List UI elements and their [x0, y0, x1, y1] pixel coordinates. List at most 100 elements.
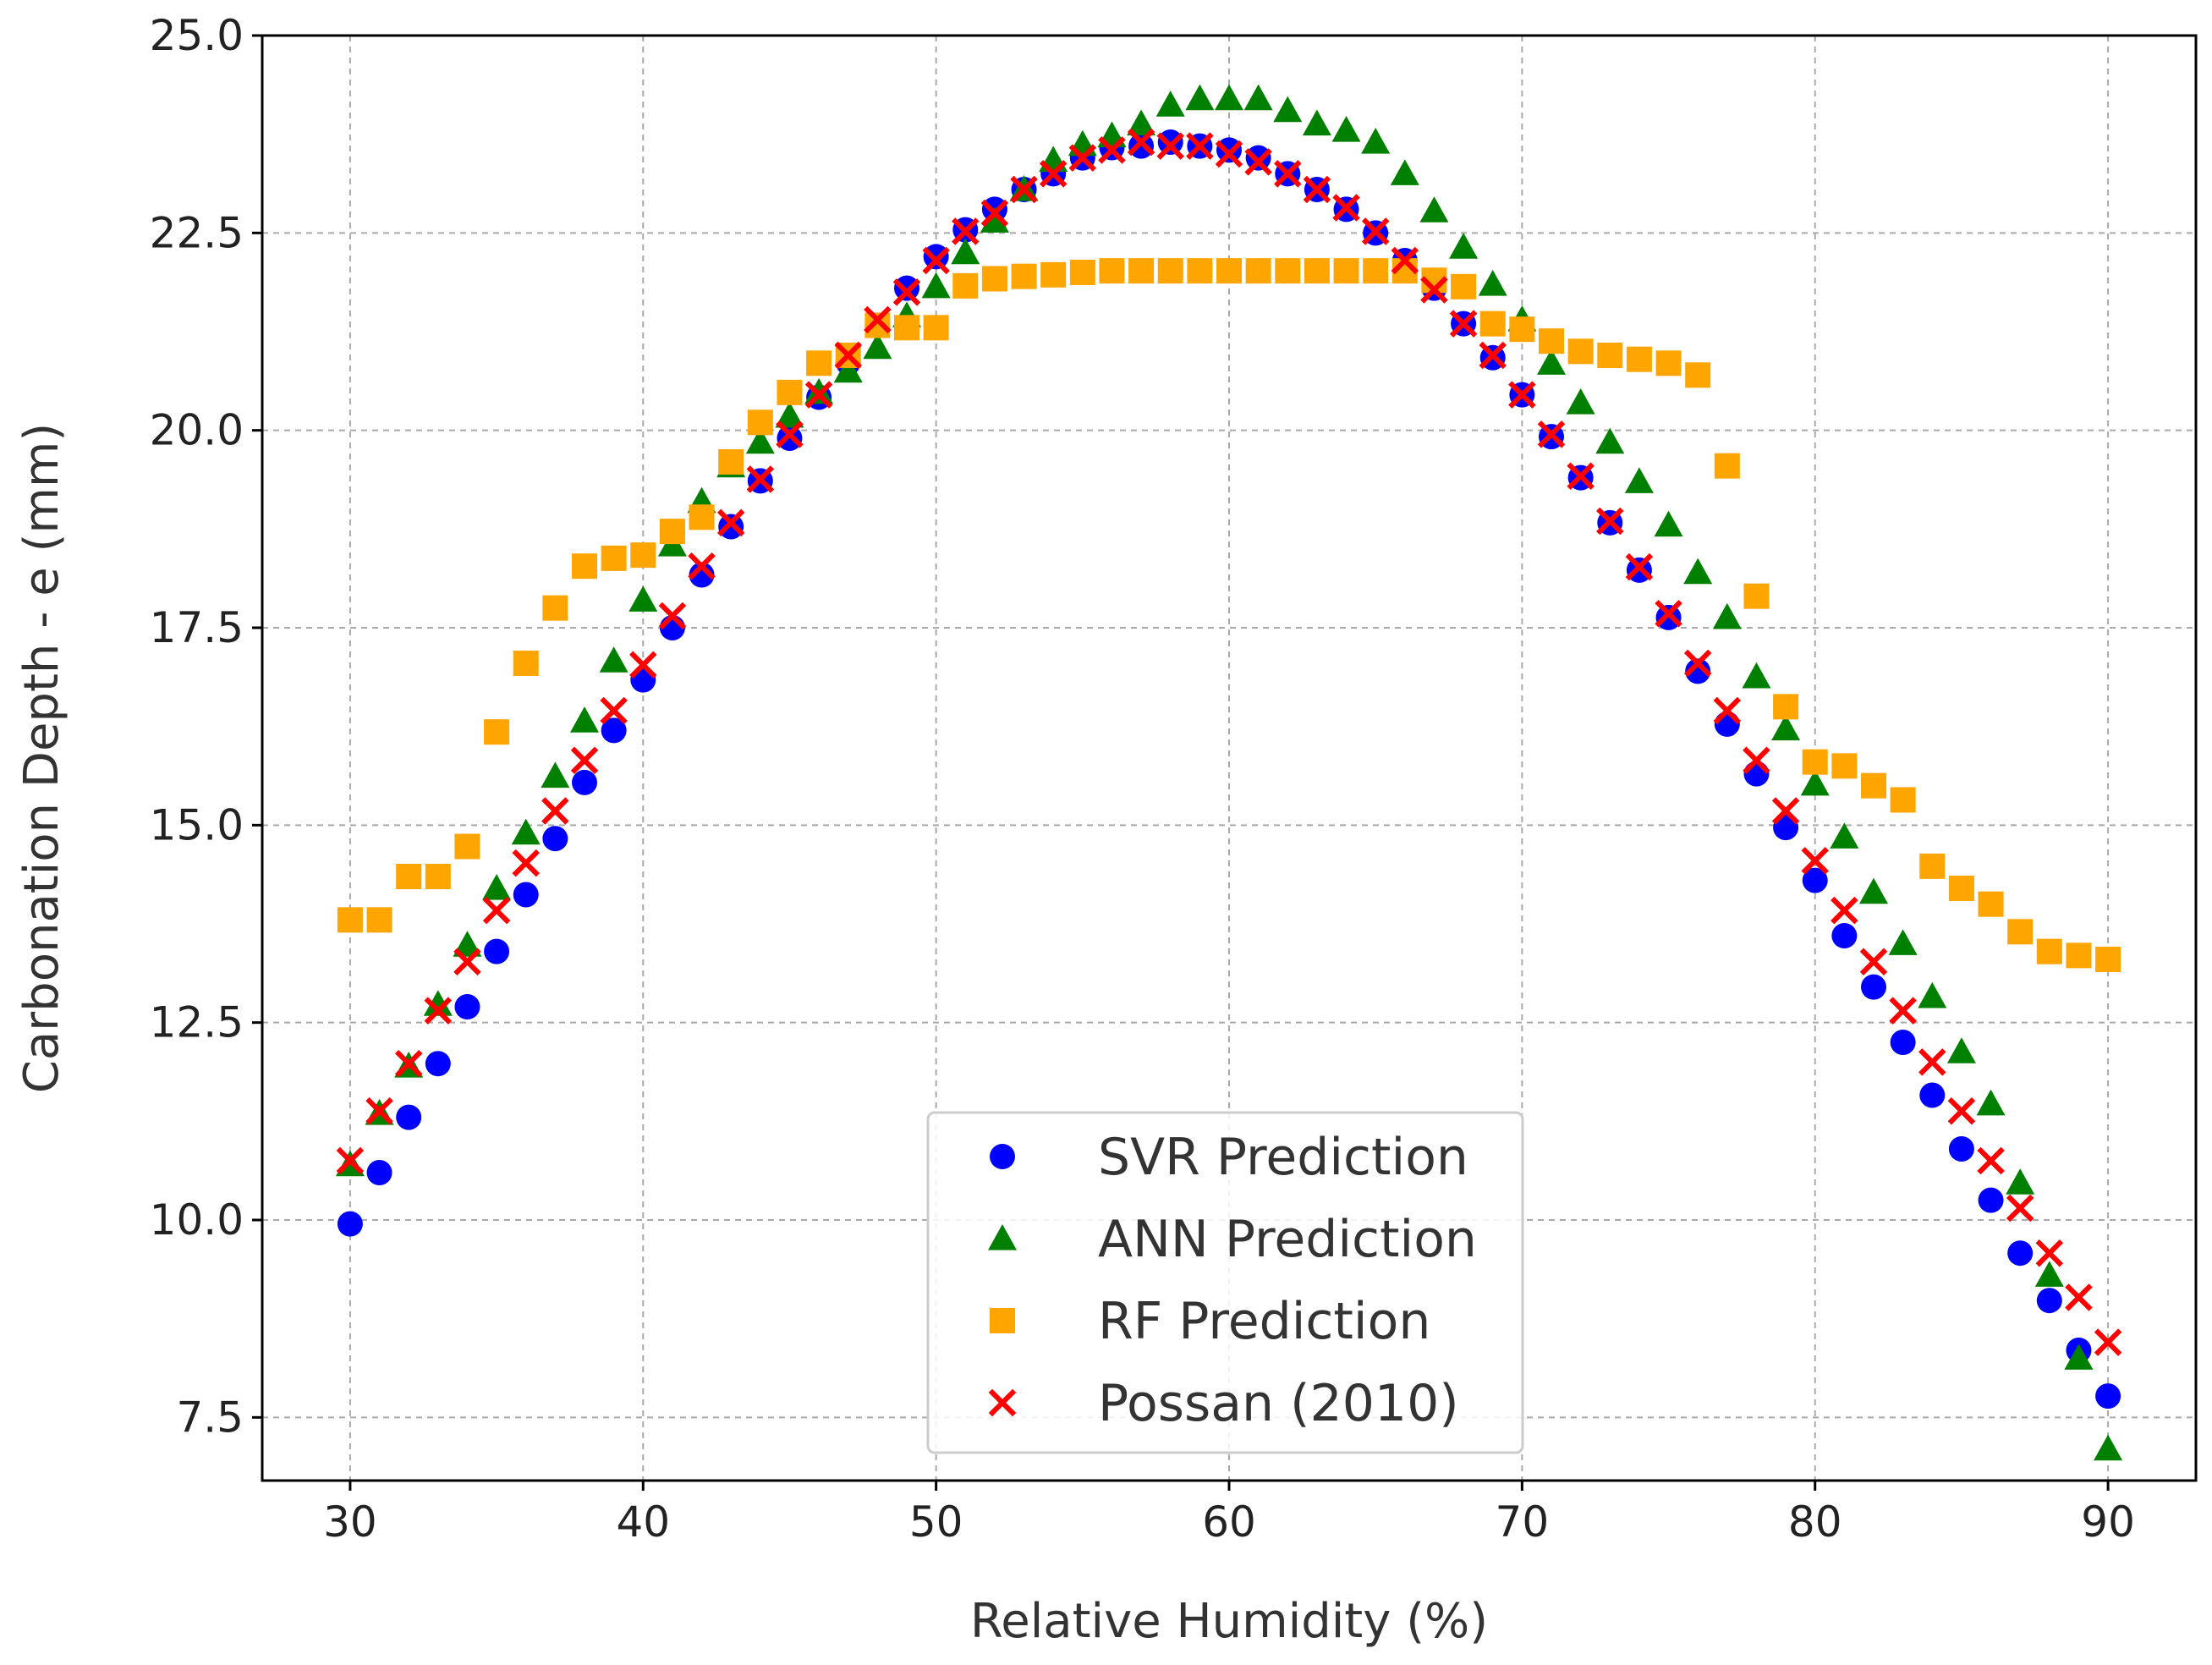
data-point — [1304, 258, 1330, 284]
data-point — [1216, 258, 1242, 284]
data-point — [1831, 923, 1858, 948]
data-point — [1948, 876, 1974, 901]
legend-label: SVR Prediction — [1098, 1128, 1468, 1187]
legend-label: RF Prediction — [1098, 1292, 1430, 1351]
data-point — [336, 1146, 365, 1175]
data-point — [541, 797, 569, 825]
data-point — [513, 651, 539, 676]
data-point — [775, 401, 804, 428]
data-point — [1918, 981, 1947, 1008]
legend-marker — [988, 1388, 1017, 1417]
data-point — [1216, 137, 1242, 163]
data-point — [1861, 974, 1886, 1000]
data-point — [1155, 91, 1185, 117]
data-point — [2064, 1344, 2094, 1370]
series-square — [337, 258, 2121, 972]
data-point — [1274, 160, 1302, 188]
data-point — [952, 217, 980, 245]
data-point — [1861, 772, 1886, 799]
data-point — [1978, 891, 2004, 917]
data-point — [2094, 1434, 2123, 1461]
data-point — [922, 246, 950, 275]
data-point — [1361, 217, 1390, 245]
x-axis-title: Relative Humidity (%) — [970, 1594, 1488, 1649]
data-point — [1655, 599, 1682, 628]
x-tick-label: 40 — [616, 1497, 670, 1547]
data-point — [366, 1160, 392, 1185]
data-point — [864, 305, 892, 334]
data-point — [1802, 867, 1828, 893]
data-point — [1743, 746, 1770, 775]
data-point — [1859, 948, 1888, 976]
data-point — [2036, 938, 2062, 964]
data-point — [1039, 160, 1068, 188]
data-point — [570, 746, 599, 775]
data-point — [2095, 1383, 2121, 1409]
data-point — [806, 350, 832, 376]
data-point — [1244, 148, 1272, 176]
data-point — [1919, 853, 1946, 879]
data-point — [337, 1211, 363, 1237]
y-tick-label: 20.0 — [150, 406, 244, 455]
data-point — [1596, 507, 1624, 536]
data-point — [454, 994, 480, 1019]
data-point — [1451, 273, 1477, 299]
data-point — [1802, 749, 1828, 775]
data-point — [1890, 787, 1916, 813]
data-point — [570, 706, 599, 733]
data-point — [980, 206, 1009, 233]
data-point — [689, 562, 715, 588]
data-point — [1363, 258, 1389, 284]
data-point — [1449, 233, 1479, 259]
data-point — [1011, 263, 1037, 289]
data-point — [1712, 602, 1742, 629]
data-point — [628, 585, 658, 612]
data-point — [1419, 196, 1449, 223]
data-point — [1714, 453, 1740, 479]
data-point — [1624, 467, 1654, 493]
data-point — [1333, 258, 1359, 284]
data-point — [484, 938, 510, 964]
legend-marker — [990, 1308, 1015, 1333]
data-point — [541, 761, 570, 789]
data-point — [1391, 246, 1419, 275]
data-point — [1919, 1082, 1946, 1108]
data-point — [1918, 1048, 1946, 1076]
data-point — [542, 595, 568, 621]
data-point — [981, 266, 1007, 292]
data-point — [2095, 947, 2121, 972]
data-point — [2007, 919, 2034, 945]
data-point — [1449, 310, 1478, 338]
data-point — [1978, 1187, 2004, 1213]
data-point — [1508, 381, 1536, 409]
data-point — [366, 907, 392, 933]
data-point — [1743, 761, 1770, 787]
data-point — [834, 341, 862, 370]
legend-marker — [988, 1224, 1017, 1250]
data-point — [923, 244, 949, 270]
data-point — [1332, 194, 1360, 222]
data-point — [2034, 1261, 2064, 1287]
data-point — [1478, 270, 1507, 296]
y-tick-label: 12.5 — [150, 998, 244, 1047]
data-point — [1567, 462, 1595, 491]
data-point — [453, 948, 481, 976]
data-point — [542, 826, 568, 852]
data-point — [1655, 350, 1682, 376]
data-point — [718, 449, 744, 475]
data-point — [1683, 558, 1713, 585]
data-point — [1245, 258, 1271, 284]
data-point — [1890, 1030, 1916, 1055]
data-point — [980, 199, 1009, 228]
data-point — [804, 381, 833, 409]
data-point — [1390, 159, 1419, 185]
data-point — [1655, 604, 1682, 630]
data-point — [1625, 552, 1654, 581]
data-marks — [335, 84, 2123, 1461]
data-point — [1128, 258, 1155, 284]
data-point — [2065, 1283, 2093, 1311]
y-tick-label: 10.0 — [150, 1195, 244, 1245]
data-point — [1010, 175, 1038, 204]
data-point — [337, 907, 363, 933]
data-point — [1597, 343, 1623, 368]
